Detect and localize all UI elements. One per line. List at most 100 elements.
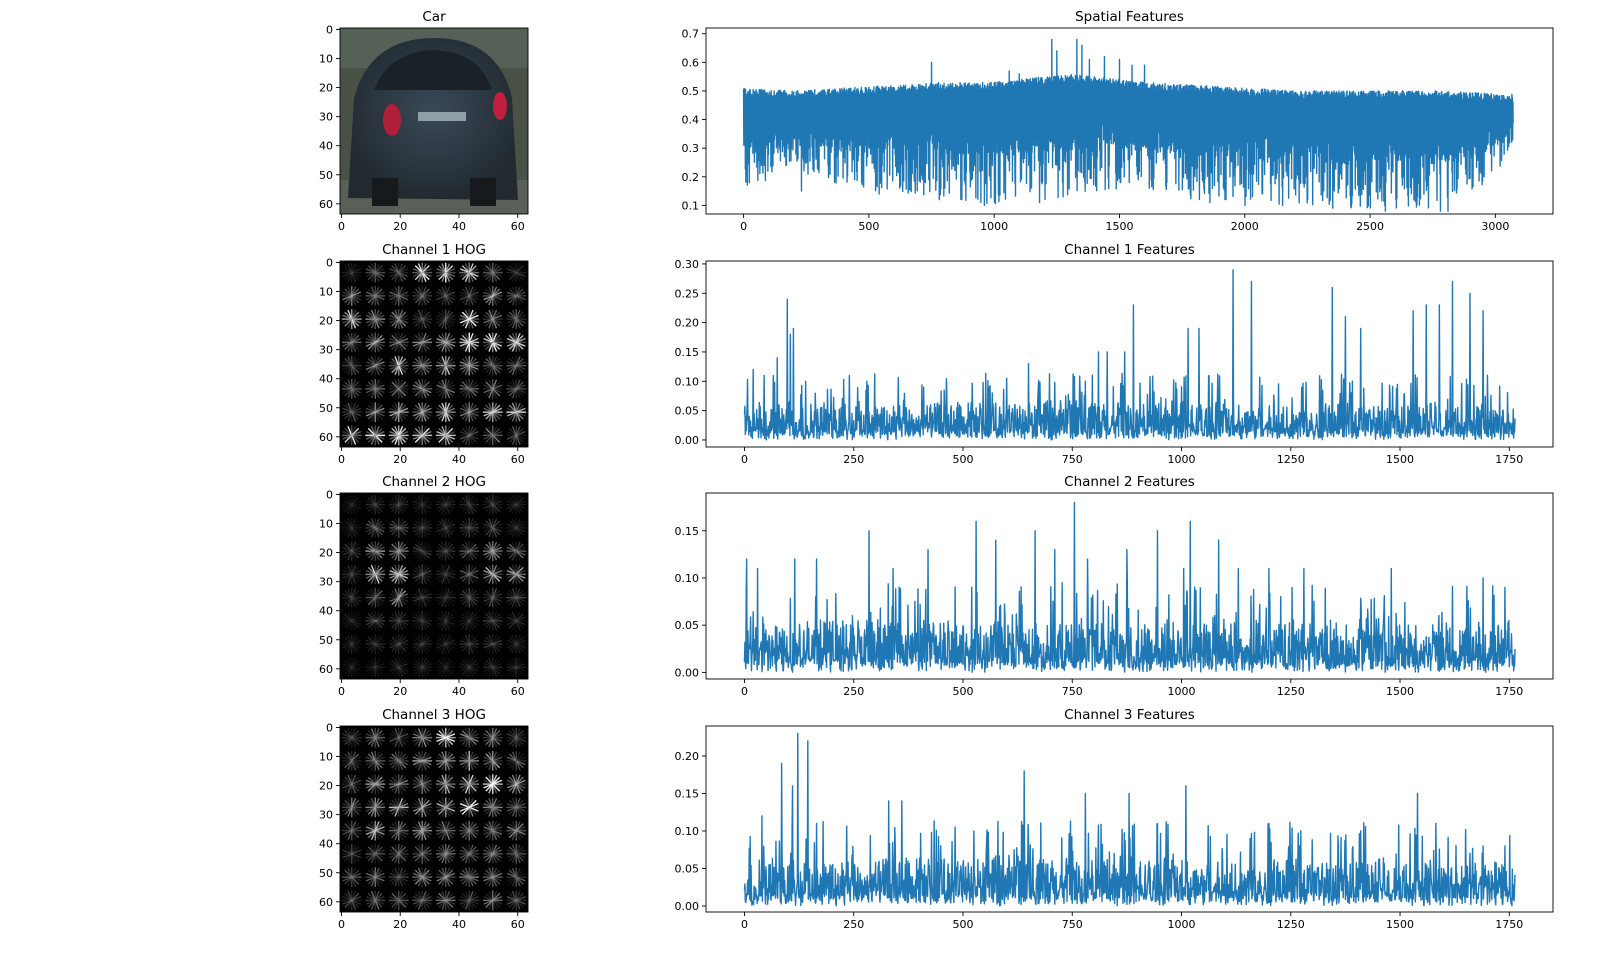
- hog-gradient-stroke: [436, 639, 456, 649]
- hog-gradient-stroke: [459, 291, 479, 301]
- hog-gradient-stroke: [461, 520, 477, 536]
- hog-gradient-stroke: [506, 361, 526, 371]
- hog-gradient-stroke: [412, 662, 432, 672]
- hog-gradient-stroke: [414, 869, 430, 885]
- hog-gradient-stroke: [389, 569, 409, 579]
- y-tick-label: 0.05: [675, 405, 700, 418]
- hog-gradient-stroke: [391, 846, 407, 862]
- hog-gradient-stroke: [438, 590, 454, 606]
- hog-gradient-stroke: [483, 639, 503, 649]
- hog-gradient-stroke: [438, 613, 454, 629]
- hog-gradient-stroke: [365, 802, 385, 812]
- plot-frame: [705, 725, 1554, 913]
- hog-gradient-stroke: [441, 541, 451, 561]
- x-tick-label: 20: [393, 685, 407, 698]
- hog-gradient-stroke: [506, 337, 526, 347]
- hog-gradient-stroke: [412, 407, 432, 417]
- hog-gradient-stroke: [511, 611, 521, 631]
- x-tick-label: 40: [452, 453, 466, 466]
- hog-gradient-stroke: [464, 890, 474, 910]
- hog-gradient-stroke: [436, 826, 456, 836]
- hog-gradient-stroke: [367, 497, 383, 513]
- hog-gradient-stroke: [506, 268, 526, 278]
- hog-gradient-stroke: [506, 779, 526, 789]
- hog-gradient-stroke: [511, 611, 521, 631]
- hog-gradient-stroke: [417, 518, 427, 538]
- hog-gradient-stroke: [508, 613, 524, 629]
- hog-gradient-stroke: [438, 613, 454, 629]
- hog-gradient-stroke: [342, 569, 362, 579]
- hog-gradient-stroke: [506, 523, 526, 533]
- hog-gradient-stroke: [485, 590, 501, 606]
- hog-gradient-stroke: [506, 500, 526, 510]
- y-tick-label: 0.5: [682, 85, 700, 98]
- x-tick-label: 750: [1062, 685, 1083, 698]
- hog-gradient-stroke: [414, 497, 430, 513]
- y-tick-label: 30: [319, 344, 333, 357]
- x-tick-label: 250: [843, 685, 864, 698]
- hog-gradient-stroke: [342, 384, 362, 394]
- hog-gradient-stroke: [367, 590, 383, 606]
- hog-gradient-stroke: [483, 430, 503, 440]
- hog-gradient-stroke: [414, 311, 430, 327]
- hog-gradient-stroke: [347, 564, 357, 584]
- x-tick-label: 1500: [1386, 453, 1414, 466]
- hog-gradient-stroke: [483, 826, 503, 836]
- x-tick-label: 0: [338, 918, 345, 931]
- hog-gradient-stroke: [342, 895, 362, 905]
- x-tick-label: 750: [1062, 453, 1083, 466]
- hog-gradient-stroke: [342, 268, 362, 278]
- hog-gradient-stroke: [414, 543, 430, 559]
- hog-gradient-stroke: [485, 520, 501, 536]
- hog-gradient-stroke: [417, 518, 427, 538]
- image-panel-1: Car 0 20 40 60 0 10 20 30 40 50 60: [319, 9, 529, 233]
- hog-gradient-stroke: [389, 430, 409, 440]
- hog-gradient-stroke: [459, 593, 479, 603]
- hog-gradient-stroke: [506, 523, 526, 533]
- y-tick-label: 50: [319, 634, 333, 647]
- hog-gradient-stroke: [506, 639, 526, 649]
- y-tick-label: 60: [319, 896, 333, 909]
- y-tick-label: 0.00: [675, 434, 700, 447]
- hog-gradient-stroke: [389, 872, 409, 882]
- hog-gradient-stroke: [391, 265, 407, 281]
- hog-gradient-stroke: [344, 566, 360, 582]
- hog-gradient-stroke: [389, 268, 409, 278]
- x-tick-label: 1750: [1495, 918, 1523, 931]
- hog-gradient-stroke: [436, 639, 456, 649]
- hog-gradient-stroke: [417, 495, 427, 515]
- hog-gradient-stroke: [367, 265, 383, 281]
- x-tick-label: 0: [740, 220, 747, 233]
- hog-gradient-stroke: [389, 895, 409, 905]
- hog-gradient-stroke: [342, 733, 362, 743]
- hog-gradient-stroke: [342, 733, 362, 743]
- y-tick-label: 30: [319, 576, 333, 589]
- hog-gradient-stroke: [394, 867, 404, 887]
- hog-gradient-stroke: [459, 407, 479, 417]
- hog-gradient-stroke: [389, 314, 409, 324]
- hog-background: [340, 261, 528, 447]
- hog-gradient-stroke: [365, 616, 385, 626]
- hog-gradient-stroke: [414, 381, 430, 397]
- hog-gradient-stroke: [344, 543, 360, 559]
- y-tick-label: 20: [319, 780, 333, 793]
- hog-gradient-stroke: [365, 430, 385, 440]
- hog-gradient-stroke: [344, 543, 360, 559]
- x-tick-label: 60: [511, 685, 525, 698]
- hog-gradient-stroke: [459, 802, 479, 812]
- hog-gradient-stroke: [367, 659, 383, 675]
- y-tick-label: 10: [319, 751, 333, 764]
- y-tick-label: 30: [319, 809, 333, 822]
- hog-gradient-stroke: [483, 616, 503, 626]
- hog-gradient-stroke: [367, 730, 383, 746]
- y-tick-label: 0.15: [675, 346, 700, 359]
- hog-gradient-stroke: [342, 337, 362, 347]
- hog-gradient-stroke: [436, 593, 456, 603]
- hog-gradient-stroke: [488, 657, 498, 677]
- hog-gradient-stroke: [365, 291, 385, 301]
- x-tick-label: 40: [452, 220, 466, 233]
- hog-gradient-stroke: [389, 361, 409, 371]
- hog-gradient-stroke: [483, 895, 503, 905]
- hog-gradient-stroke: [412, 616, 432, 626]
- hog-gradient-stroke: [412, 779, 432, 789]
